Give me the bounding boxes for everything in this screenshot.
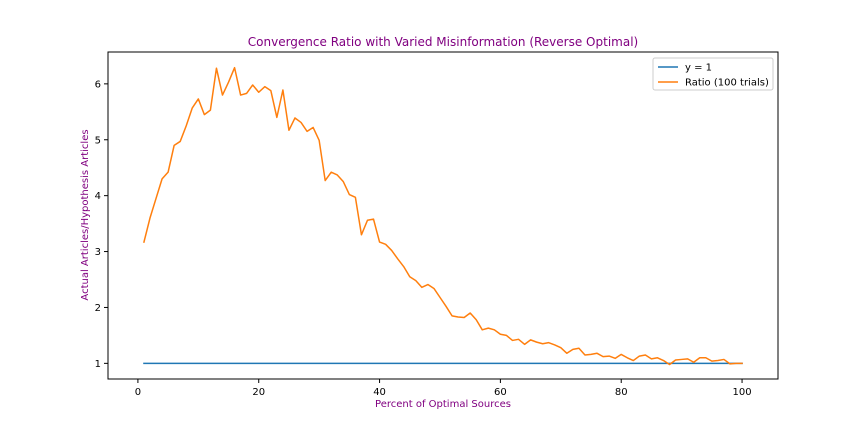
y-tick-label: 1 bbox=[95, 359, 101, 370]
series-line-2 bbox=[143, 66, 743, 366]
chart-title: Convergence Ratio with Varied Misinforma… bbox=[248, 35, 638, 49]
axis-ticks: 0 20 40 60 80 100 1 2 3 4 5 6 bbox=[95, 79, 752, 398]
x-tick-label: 80 bbox=[615, 387, 628, 398]
legend: y = 1 Ratio (100 trials) bbox=[652, 57, 774, 91]
series-lines bbox=[143, 66, 743, 366]
y-tick-label: 6 bbox=[95, 79, 101, 90]
x-axis-label: Percent of Optimal Sources bbox=[375, 399, 511, 410]
x-tick-label: 40 bbox=[373, 387, 386, 398]
x-tick-label: 100 bbox=[733, 387, 752, 398]
x-tick-label: 60 bbox=[494, 387, 507, 398]
y-tick-label: 3 bbox=[95, 247, 101, 258]
y-tick-label: 5 bbox=[95, 135, 101, 146]
y-tick-label: 4 bbox=[95, 191, 101, 202]
legend-label: y = 1 bbox=[685, 63, 712, 74]
plot-area bbox=[107, 51, 779, 380]
x-tick-label: 20 bbox=[252, 387, 265, 398]
legend-label: Ratio (100 trials) bbox=[685, 78, 769, 89]
y-axis-label: Actual Articles/Hypothesis Articles bbox=[80, 129, 91, 300]
legend-box bbox=[652, 57, 774, 91]
x-tick-label: 0 bbox=[135, 387, 141, 398]
y-tick-label: 2 bbox=[95, 303, 101, 314]
